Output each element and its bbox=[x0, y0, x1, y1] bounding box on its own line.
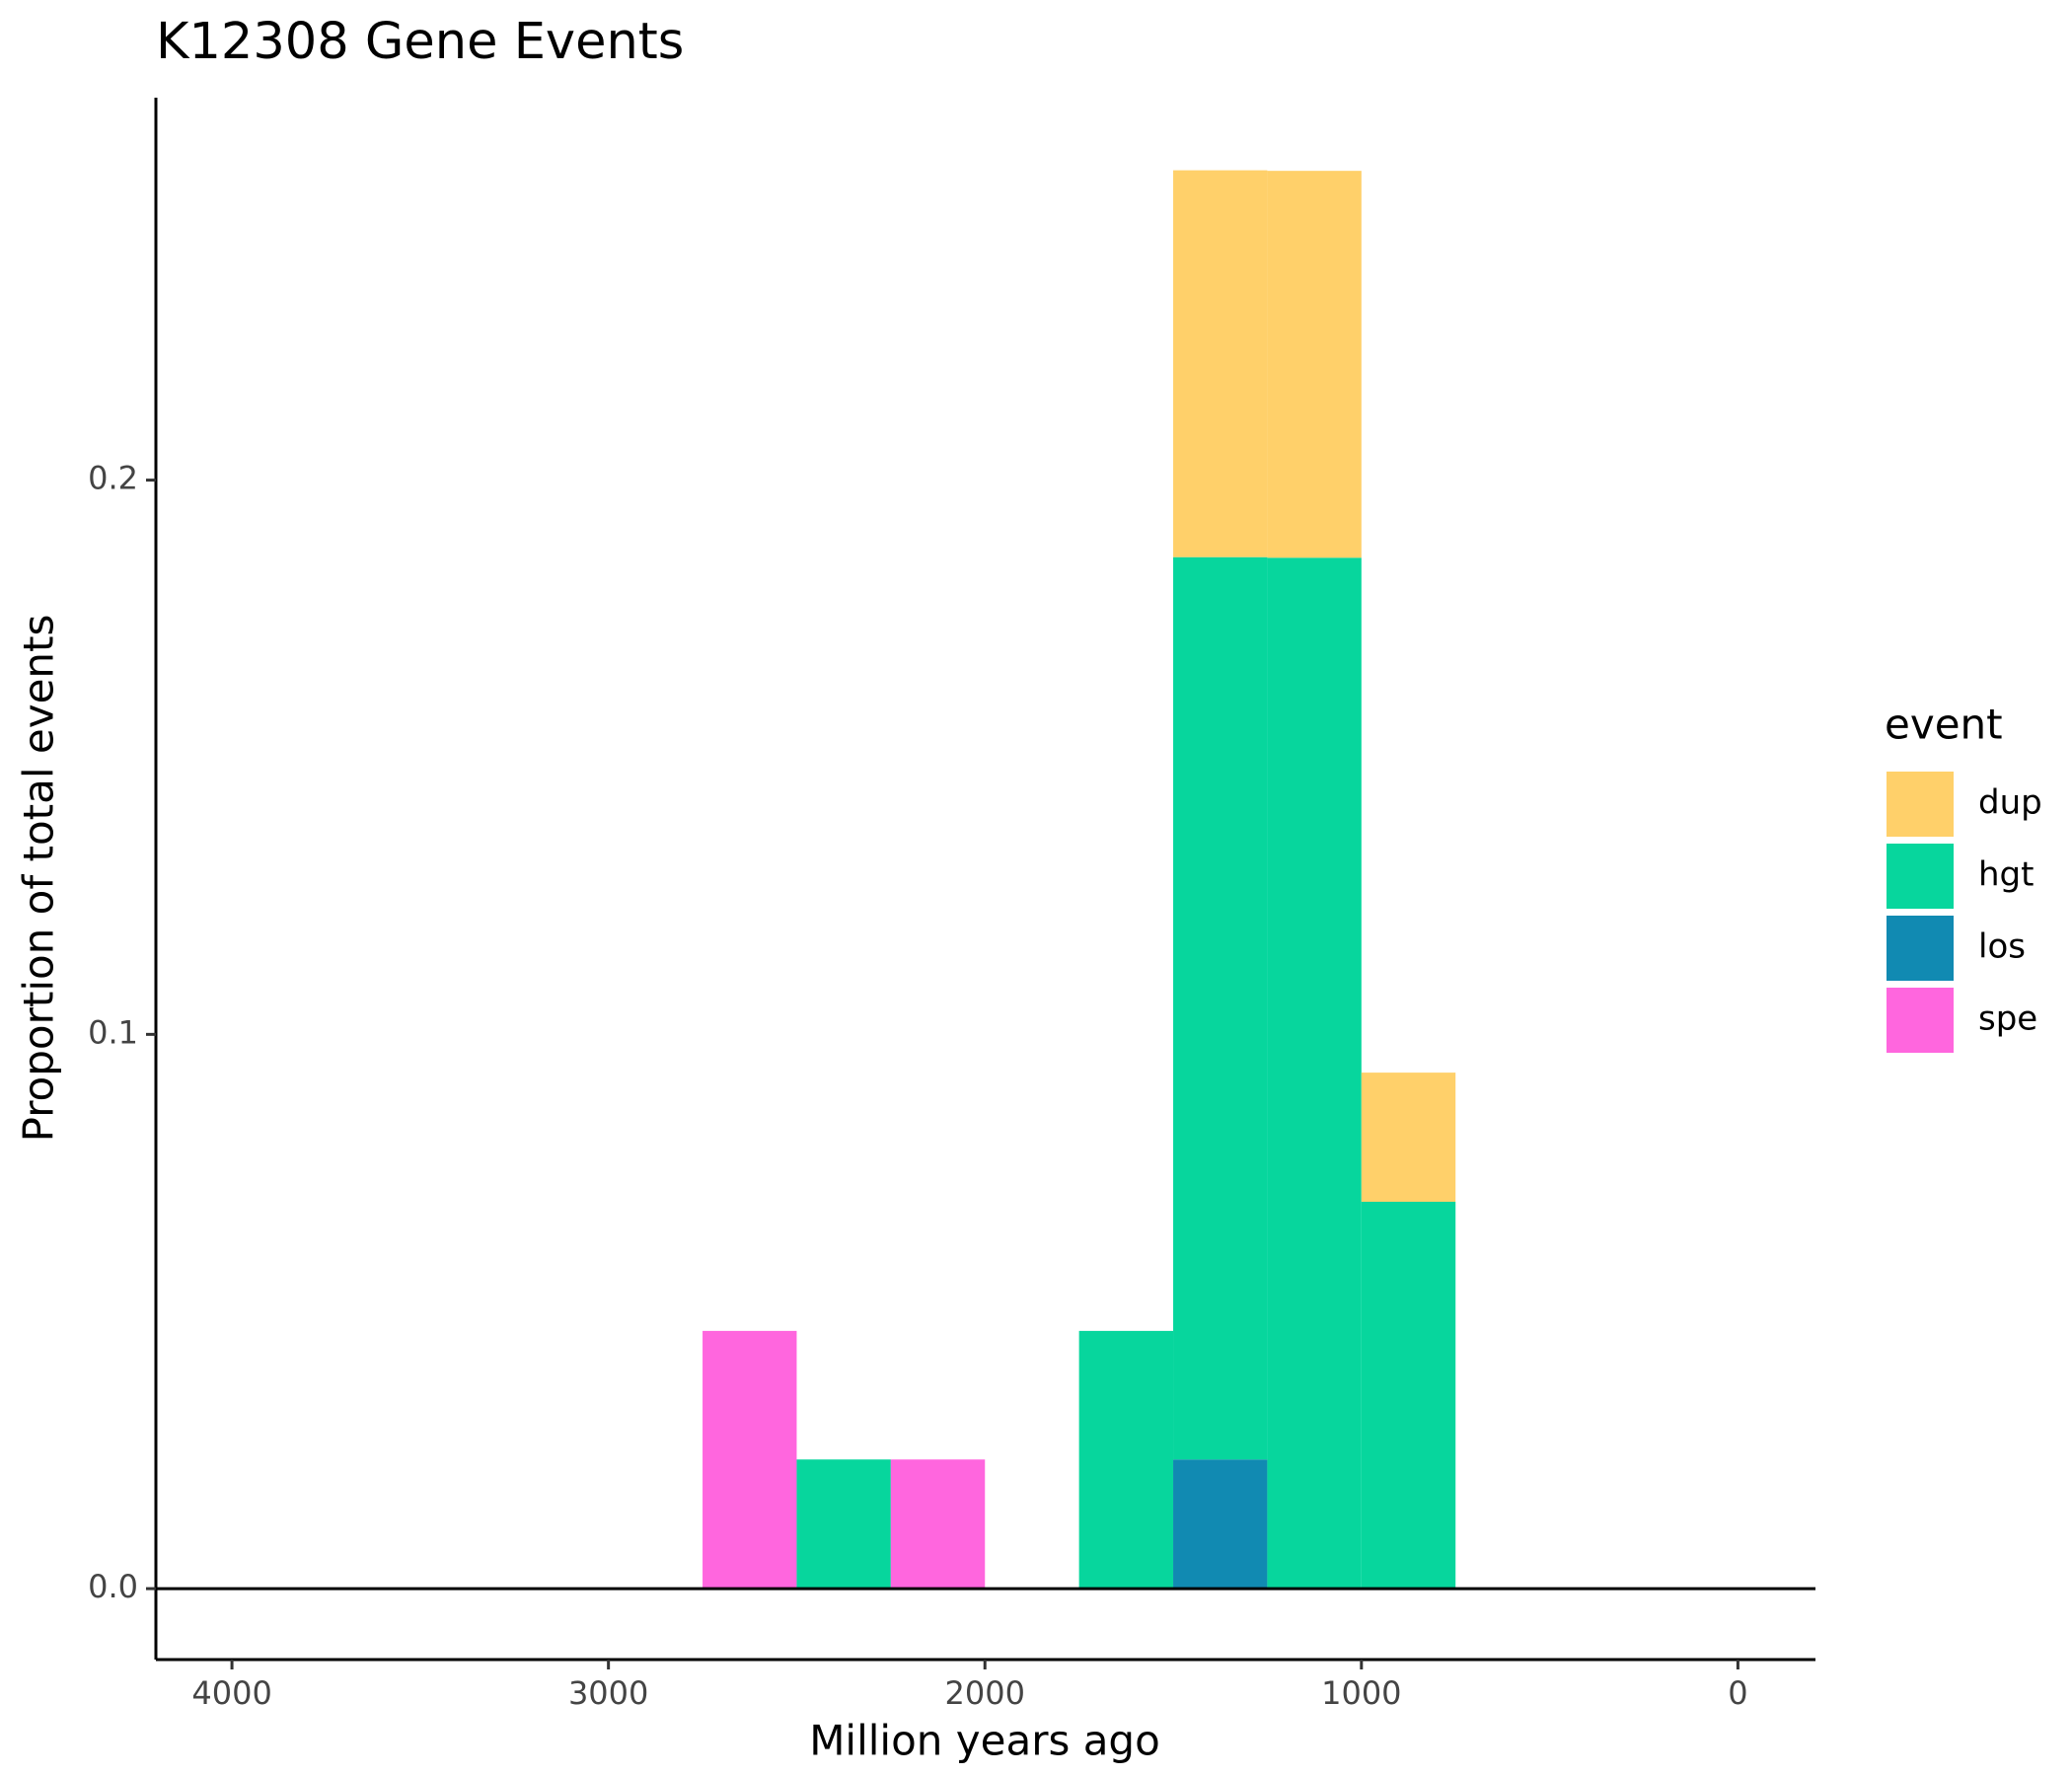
bar-segment bbox=[1173, 556, 1268, 1460]
bar-segment bbox=[1361, 1201, 1456, 1590]
legend-label: dup bbox=[1978, 783, 2042, 823]
legend-label: los bbox=[1978, 927, 2026, 967]
bar-segment bbox=[890, 1459, 986, 1590]
bar-segment bbox=[1078, 1330, 1174, 1590]
legend-label: hgt bbox=[1978, 855, 2034, 895]
legend-title: event bbox=[1885, 701, 2003, 749]
legend-key bbox=[1887, 844, 1954, 909]
y-tick-label: 0.0 bbox=[88, 1568, 138, 1605]
y-tick-label: 0.2 bbox=[88, 460, 138, 497]
legend-key bbox=[1887, 772, 1954, 837]
x-axis-title: Million years ago bbox=[809, 1717, 1160, 1765]
bar-segment bbox=[1267, 171, 1362, 558]
legend-key bbox=[1887, 988, 1954, 1053]
chart-title: K12308 Gene Events bbox=[156, 13, 684, 71]
bar-segment bbox=[703, 1330, 797, 1590]
legend-key bbox=[1887, 916, 1954, 981]
bar-segment bbox=[1173, 170, 1268, 557]
legend-label: spe bbox=[1978, 999, 2037, 1039]
bar-segment bbox=[1267, 557, 1362, 1590]
x-tick-label: 0 bbox=[1728, 1674, 1747, 1712]
bar-segment bbox=[796, 1459, 891, 1590]
x-tick-label: 1000 bbox=[1321, 1674, 1401, 1712]
bar-segment bbox=[1173, 1459, 1268, 1590]
x-tick-label: 2000 bbox=[945, 1674, 1025, 1712]
y-axis-title: Proportion of total events bbox=[15, 615, 63, 1143]
x-tick-label: 4000 bbox=[191, 1674, 271, 1712]
bar-segment bbox=[1361, 1073, 1456, 1202]
y-tick-label: 0.1 bbox=[88, 1013, 138, 1051]
x-tick-label: 3000 bbox=[568, 1674, 648, 1712]
